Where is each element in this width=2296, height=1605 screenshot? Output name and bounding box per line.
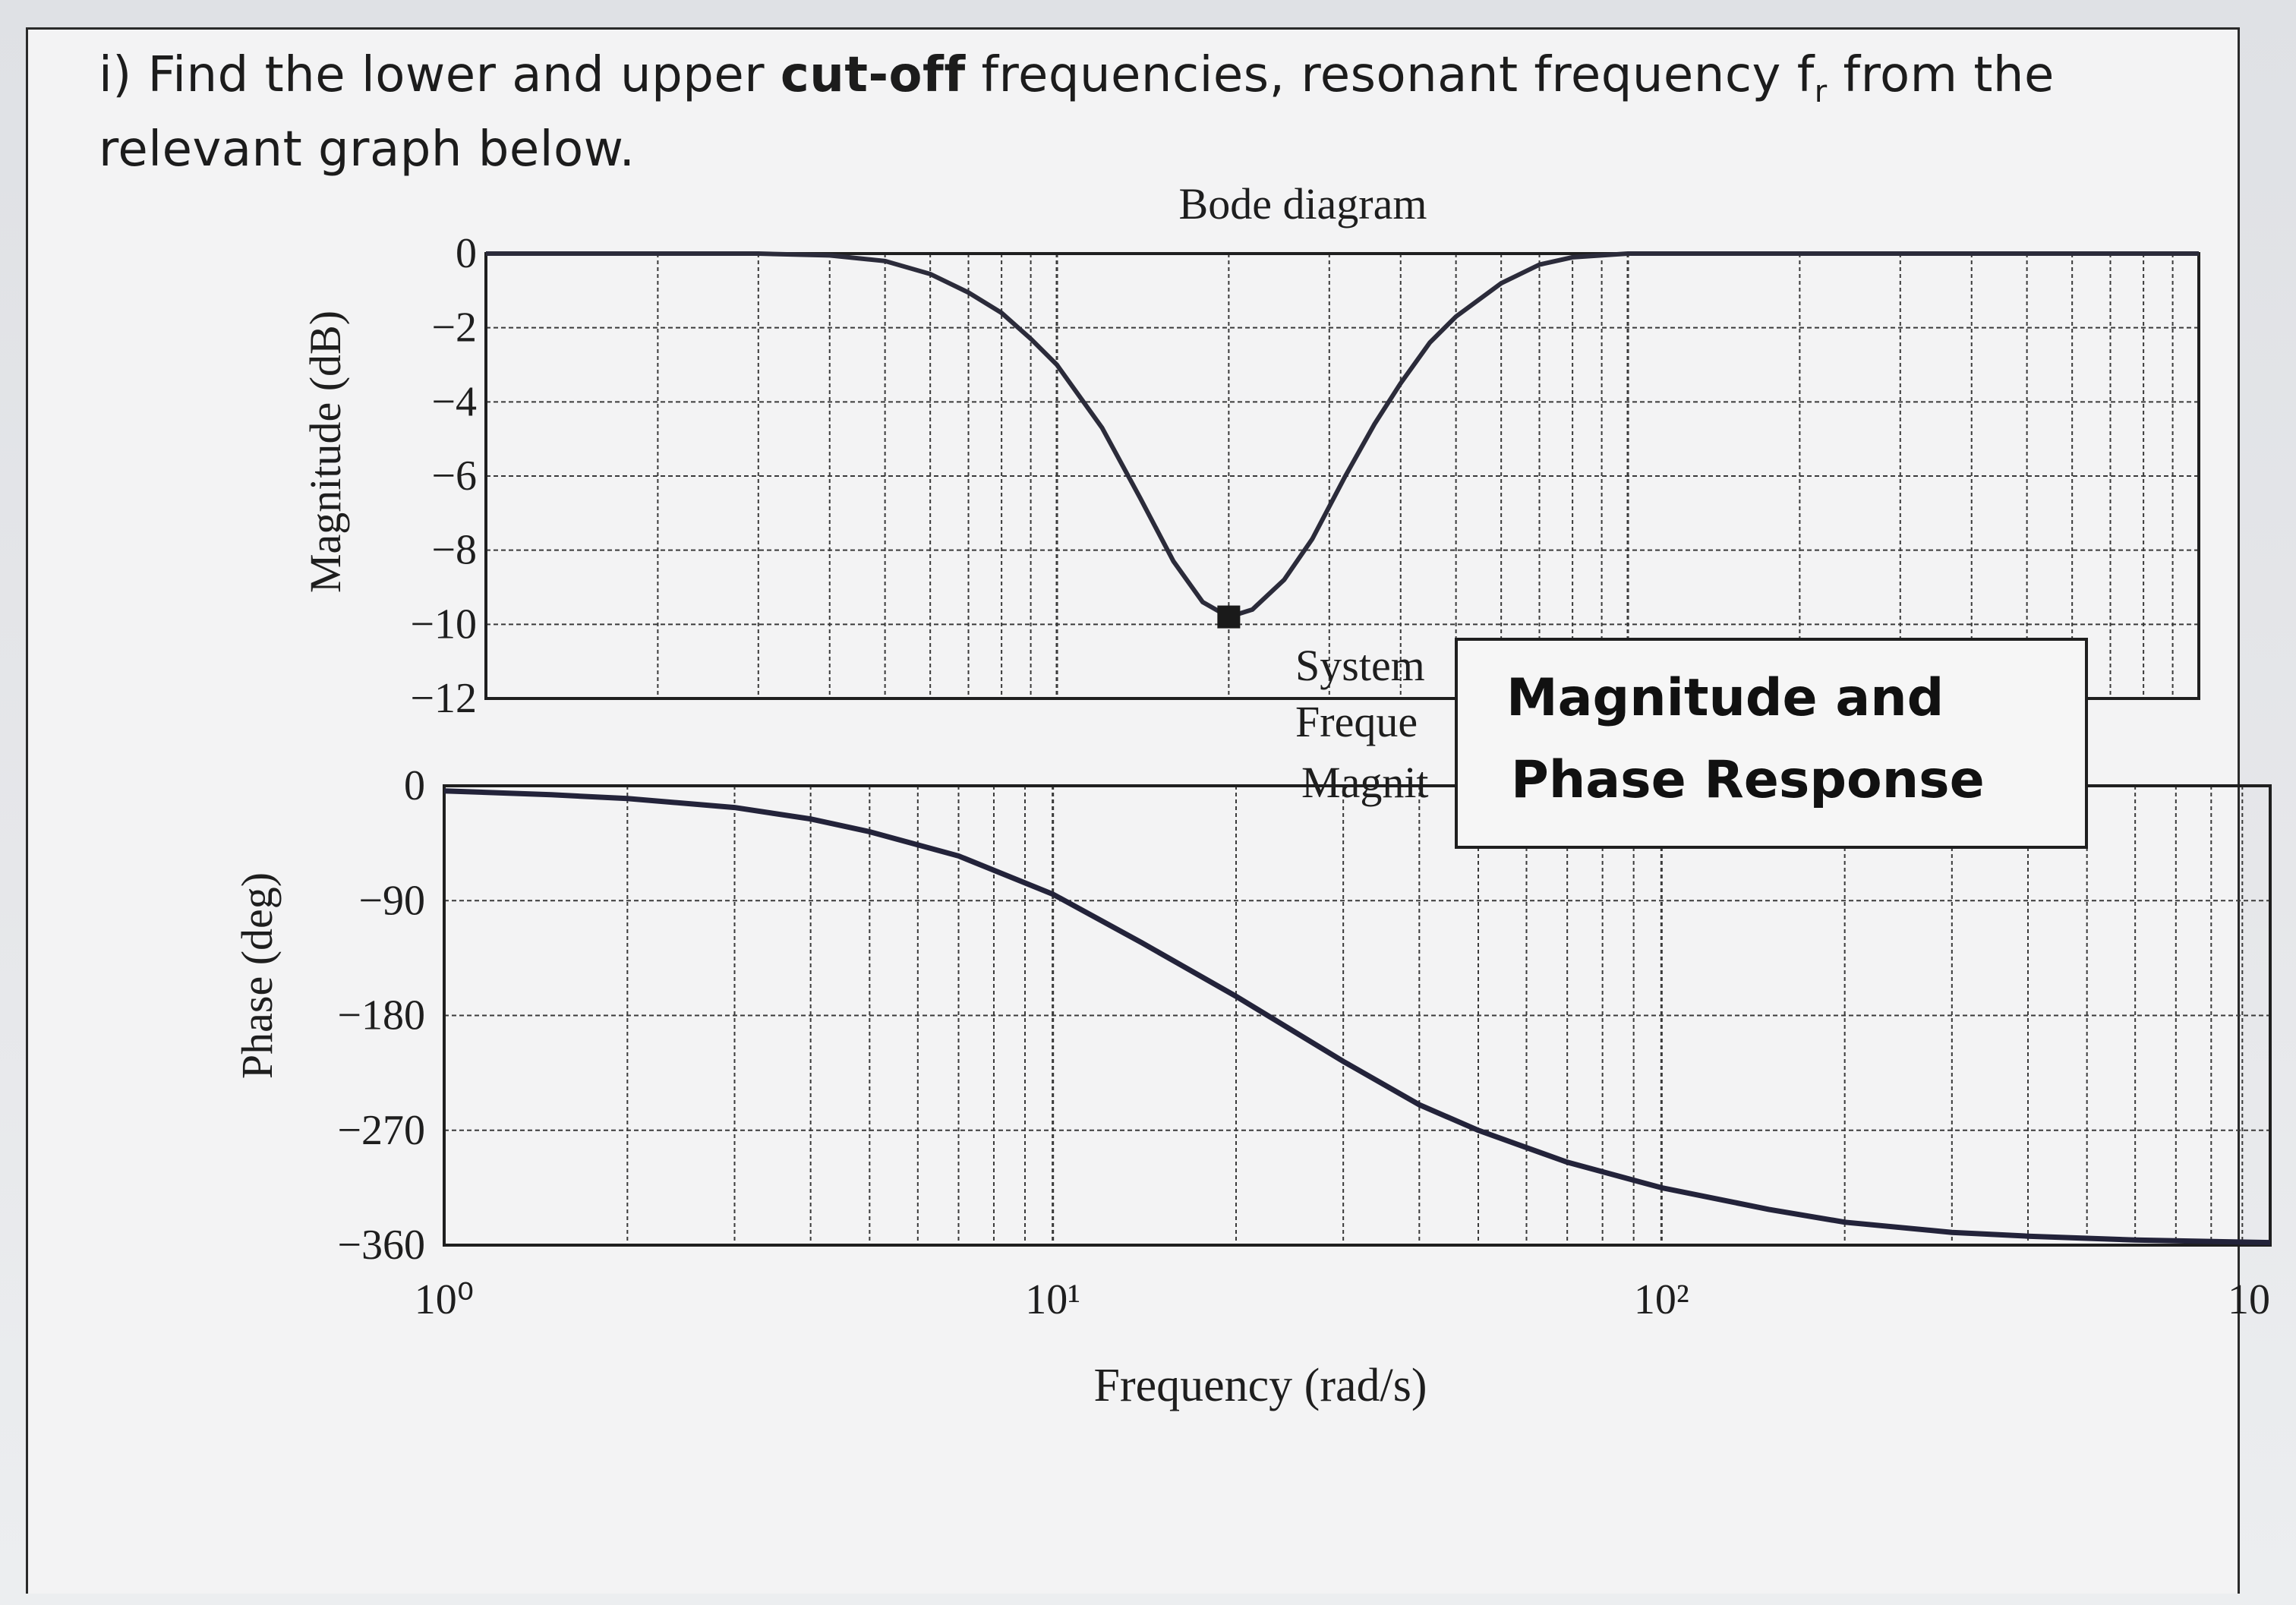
phase-grid — [444, 786, 2270, 1245]
x-tick-label: 10² — [1634, 1276, 1689, 1323]
legend-title-line-1: Magnitude and — [1506, 668, 1944, 728]
phase-y-axis-label: Phase (deg) — [232, 872, 282, 1079]
y-tick-label: −4 — [431, 378, 477, 425]
x-tick-labels: 10⁰ 10¹ 10² 10 — [415, 1276, 2270, 1323]
y-tick-label: −12 — [410, 675, 477, 722]
y-tick-label: 0 — [404, 762, 425, 809]
legend-under-text-3: Magnit — [1301, 758, 1429, 807]
x-tick-label: 10 — [2228, 1276, 2270, 1323]
y-tick-label: −8 — [431, 527, 477, 574]
magnitude-y-tick-labels: 0 −2 −4 −6 −8 −10 −12 — [410, 230, 477, 722]
legend-box-frame — [1455, 638, 2088, 849]
y-tick-label: −2 — [431, 304, 477, 352]
x-tick-label: 10⁰ — [415, 1276, 474, 1323]
y-tick-label: −270 — [337, 1107, 425, 1154]
phase-series-line — [443, 788, 2271, 1246]
chart-title: Bode diagram — [1179, 179, 1427, 229]
y-tick-label: −360 — [337, 1222, 425, 1269]
question-bold-term: cut-off — [780, 47, 966, 103]
legend-box: Magnitude and Phase Response — [1455, 638, 2088, 849]
question-prefix: i) Find the lower and upper — [99, 47, 781, 103]
resonance-marker — [1217, 605, 1241, 629]
question-line-1: i) Find the lower and upper cut-off freq… — [99, 47, 2055, 109]
y-tick-label: −180 — [337, 992, 425, 1039]
question-line-2: relevant graph below. — [99, 121, 636, 178]
x-axis-label: Frequency (rad/s) — [1094, 1360, 1427, 1411]
magnitude-plot-frame — [484, 252, 2200, 700]
legend-title-line-2: Phase Response — [1511, 750, 1985, 810]
y-tick-label: −10 — [410, 601, 477, 648]
legend-under-text-2: Freque — [1295, 697, 1418, 746]
y-tick-label: 0 — [456, 230, 477, 277]
question-subscript: r — [1814, 74, 1828, 109]
magnitude-series-line — [486, 251, 2199, 620]
phase-plot-frame — [443, 784, 2272, 1247]
phase-y-tick-labels: 0 −90 −180 −270 −360 — [337, 762, 425, 1269]
question-suffix: from the — [1827, 47, 2055, 103]
x-tick-label: 10¹ — [1025, 1276, 1080, 1323]
magnitude-grid — [486, 254, 2199, 698]
y-tick-label: −6 — [431, 452, 477, 500]
question-middle: frequencies, resonant frequency f — [965, 47, 1815, 103]
legend-under-text-1: System — [1295, 641, 1425, 690]
y-tick-label: −90 — [358, 877, 425, 924]
magnitude-y-axis-label: Magnitude (dB) — [301, 311, 350, 593]
